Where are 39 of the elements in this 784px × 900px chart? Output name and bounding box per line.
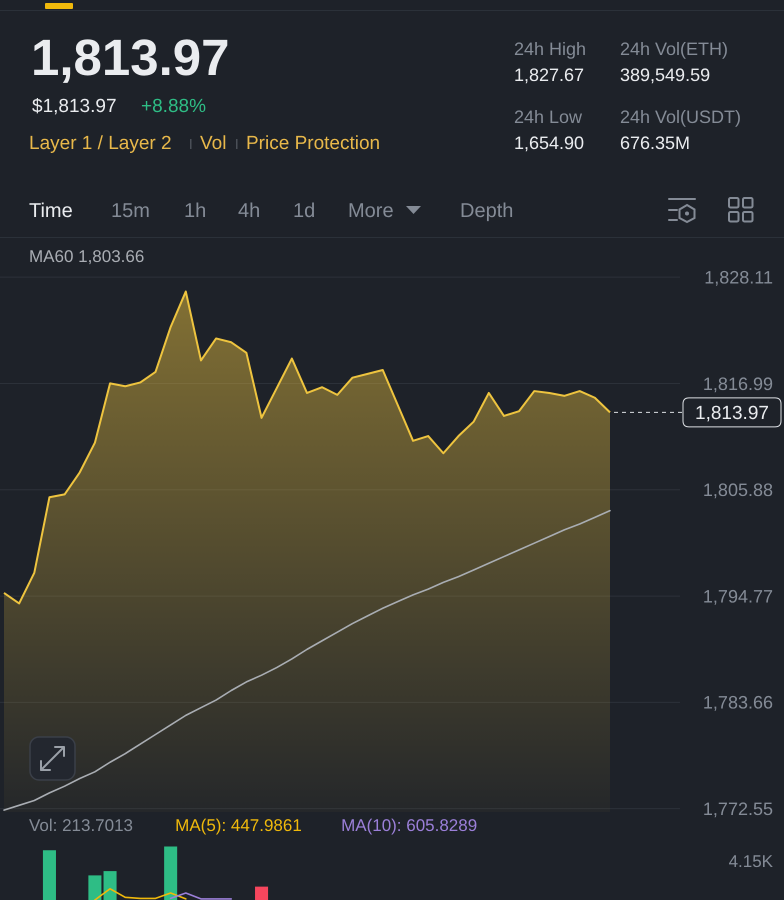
text: 1,827.67	[514, 65, 584, 85]
y-tick-label: 1,805.88	[702, 480, 773, 500]
text: Vol	[200, 133, 226, 154]
text: 24h Vol(USDT)	[620, 107, 742, 127]
text: 15m	[111, 200, 150, 222]
text: 24h Vol(ETH)	[620, 39, 728, 59]
text: MA60 1,803.66	[29, 247, 144, 266]
text: 1h	[184, 200, 206, 222]
line-series	[3, 510, 611, 811]
text: MA(10): 605.8289	[341, 816, 478, 835]
text: Layer 1 / Layer 2	[29, 133, 172, 154]
text: More	[348, 200, 394, 222]
series-label: Vol: 213.7013	[29, 816, 133, 835]
y-tick-label: 1,783.66	[702, 692, 773, 713]
chart-title: 1,813.97	[31, 29, 230, 86]
text: 24h Low	[514, 107, 584, 127]
bar	[88, 875, 102, 900]
text: MA(5): 447.9861	[175, 816, 302, 835]
data-label: 1,813.97	[695, 403, 769, 424]
text: Price Protection	[246, 133, 380, 154]
text: Depth	[460, 200, 514, 222]
text: 1,654.90	[514, 133, 584, 153]
text: 1d	[293, 200, 316, 222]
y-tick-label: 1,794.77	[702, 586, 773, 606]
text: +8.88%	[141, 96, 206, 117]
bar	[255, 886, 268, 900]
y-tick-label: 1,828.11	[704, 267, 773, 288]
y-tick-label: 1,816.99	[702, 374, 773, 394]
bar	[164, 846, 178, 900]
text: 676.35M	[620, 133, 690, 153]
text: Time	[29, 200, 73, 222]
text: 4.15K	[728, 852, 774, 871]
bar	[104, 871, 117, 900]
y-tick-label: 1,772.55	[702, 798, 773, 819]
text: 4h	[238, 200, 260, 222]
text: 24h High	[514, 39, 586, 59]
bar	[42, 850, 56, 900]
chart-subtitle: $1,813.97	[32, 96, 117, 117]
text: 389,549.59	[620, 65, 710, 85]
